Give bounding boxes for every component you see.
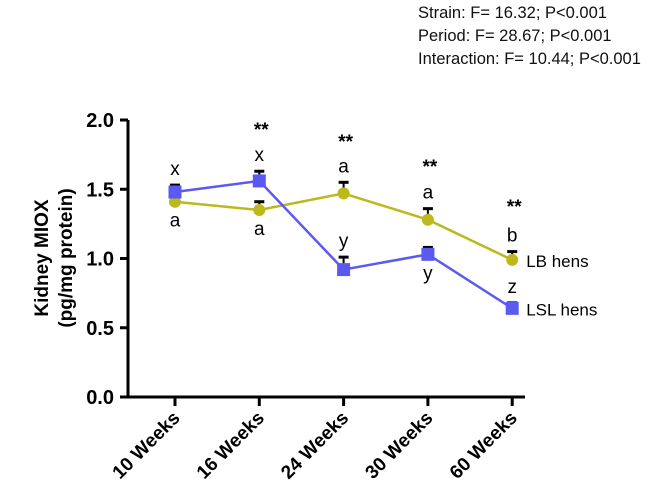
group-letter: x xyxy=(255,145,265,166)
data-point xyxy=(337,187,350,200)
stat-interaction: Interaction: F= 10.44; P<0.001 xyxy=(418,50,641,68)
significance-marker: ** xyxy=(507,197,522,218)
significance-marker: ** xyxy=(254,120,269,141)
data-point xyxy=(253,204,266,217)
y-tick-label: 0.5 xyxy=(86,318,114,340)
significance-marker: ** xyxy=(338,132,353,153)
group-letter: b xyxy=(507,226,518,247)
group-letter: y xyxy=(339,231,349,252)
legend-label: LB hens xyxy=(526,252,588,271)
y-axis-label-line1: Kidney MIOX xyxy=(32,199,53,317)
data-point xyxy=(505,301,519,315)
y-tick-label: 0.0 xyxy=(86,387,114,409)
x-tick-label: 16 Weeks xyxy=(193,408,269,484)
anova-stats: Strain: F= 16.32; P<0.001 Period: F= 28.… xyxy=(418,2,641,71)
data-point xyxy=(506,253,519,266)
data-point xyxy=(421,247,435,261)
significance-marker: ** xyxy=(423,157,438,178)
data-point xyxy=(169,195,181,208)
x-tick-label: 24 Weeks xyxy=(277,408,353,484)
x-tick-label: 60 Weeks xyxy=(446,408,522,484)
group-letter: z xyxy=(507,277,517,298)
legend-label: LSL hens xyxy=(526,300,597,319)
data-point xyxy=(421,213,434,226)
group-letter: y xyxy=(423,263,433,284)
group-letter: a xyxy=(254,219,265,240)
stat-strain: Strain: F= 16.32; P<0.001 xyxy=(418,4,607,22)
x-tick-label: 30 Weeks xyxy=(362,408,438,484)
x-tick-label: 10 Weeks xyxy=(109,408,185,484)
y-tick-label: 2.0 xyxy=(86,110,114,132)
group-letter: a xyxy=(338,156,349,177)
y-axis-label-line2: (pg/mg protein) xyxy=(56,188,77,327)
data-point xyxy=(252,174,266,188)
group-letter: a xyxy=(423,183,434,204)
data-point xyxy=(168,185,182,199)
y-tick-label: 1.5 xyxy=(86,179,114,201)
group-letter: a xyxy=(170,211,181,232)
stat-period: Period: F= 28.67; P<0.001 xyxy=(418,27,612,45)
y-tick-label: 1.0 xyxy=(86,249,114,271)
group-letter: x xyxy=(170,159,180,180)
data-point xyxy=(337,263,351,277)
